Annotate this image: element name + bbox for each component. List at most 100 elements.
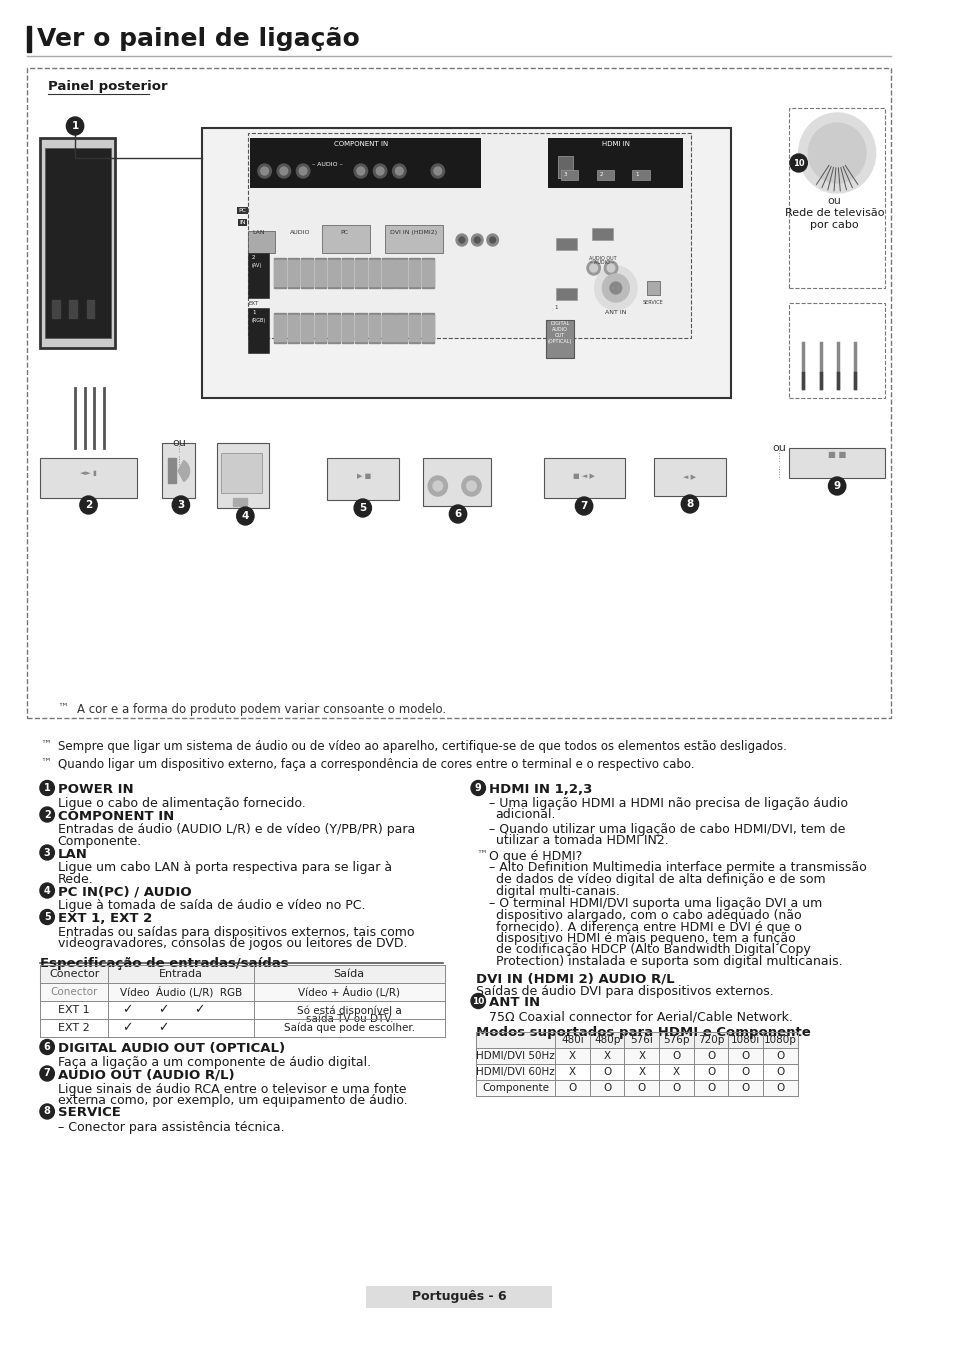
Bar	[274, 257, 286, 288]
Text: Ligue o cabo de alimentação fornecido.: Ligue o cabo de alimentação fornecido.	[58, 797, 305, 810]
FancyBboxPatch shape	[250, 137, 480, 187]
Wedge shape	[178, 461, 190, 481]
Text: Saída que pode escolher.: Saída que pode escolher.	[283, 1023, 415, 1034]
Text: Ligue um cabo LAN à porta respectiva para se ligar à: Ligue um cabo LAN à porta respectiva par…	[58, 861, 392, 875]
Text: ■ ■: ■ ■	[827, 450, 845, 460]
Text: O: O	[776, 1068, 783, 1077]
Text: dispositivo HDMI é mais pequeno, tem a função: dispositivo HDMI é mais pequeno, tem a f…	[495, 931, 795, 945]
Bar	[274, 260, 286, 286]
Text: adicional.: adicional.	[495, 809, 556, 821]
Text: Entradas de áudio (AUDIO L/R) e de vídeo (Y/PB/PR) para: Entradas de áudio (AUDIO L/R) e de vídeo…	[58, 824, 415, 837]
Circle shape	[486, 235, 497, 245]
FancyBboxPatch shape	[543, 458, 625, 497]
Bar	[341, 257, 353, 288]
Text: 1: 1	[44, 783, 51, 793]
Circle shape	[67, 117, 84, 135]
Text: 8: 8	[685, 499, 693, 510]
Text: 480i: 480i	[560, 1035, 583, 1045]
Circle shape	[575, 497, 592, 515]
Text: ✓: ✓	[158, 1022, 169, 1034]
Text: – Conector para assistência técnica.: – Conector para assistência técnica.	[58, 1120, 284, 1134]
Text: ✓: ✓	[122, 1022, 132, 1034]
Bar	[40, 1002, 444, 1019]
Bar	[355, 257, 366, 288]
Bar	[368, 315, 379, 341]
Text: X: X	[672, 1068, 679, 1077]
Circle shape	[433, 481, 442, 491]
Text: O: O	[602, 1082, 611, 1093]
FancyBboxPatch shape	[384, 225, 442, 253]
Circle shape	[40, 883, 54, 898]
Circle shape	[594, 266, 637, 310]
Text: HDMI/DVI 60Hz: HDMI/DVI 60Hz	[476, 1068, 555, 1077]
Text: 5: 5	[358, 503, 366, 514]
FancyBboxPatch shape	[788, 108, 884, 288]
Bar	[476, 1033, 797, 1047]
Text: EXT 1, EXT 2: EXT 1, EXT 2	[58, 913, 152, 925]
Circle shape	[40, 1066, 54, 1081]
Text: 576p: 576p	[662, 1035, 689, 1045]
Circle shape	[276, 164, 291, 178]
Circle shape	[395, 167, 403, 175]
Bar	[422, 257, 434, 288]
Text: 1080p: 1080p	[763, 1035, 796, 1045]
FancyBboxPatch shape	[558, 156, 572, 178]
Text: 4: 4	[44, 886, 51, 895]
Bar	[27, 26, 30, 53]
Bar	[233, 497, 247, 506]
Text: Vídeo  Áudio (L/R)  RGB: Vídeo Áudio (L/R) RGB	[120, 987, 242, 998]
Text: ANT IN: ANT IN	[488, 996, 539, 1010]
Text: 5: 5	[44, 913, 51, 922]
Circle shape	[354, 499, 371, 518]
Bar	[422, 313, 434, 342]
Text: DVI IN (HDMI2): DVI IN (HDMI2)	[390, 231, 436, 235]
Text: ou: ou	[172, 438, 186, 448]
Circle shape	[601, 274, 629, 302]
Text: 480p: 480p	[594, 1035, 619, 1045]
Text: Ligue sinais de áudio RCA entre o televisor e uma fonte: Ligue sinais de áudio RCA entre o televi…	[58, 1082, 406, 1096]
FancyBboxPatch shape	[558, 156, 572, 178]
Circle shape	[260, 167, 268, 175]
Text: ou: ou	[772, 443, 785, 453]
Text: – O terminal HDMI/DVI suporta uma ligação DVI a um: – O terminal HDMI/DVI suporta uma ligaçã…	[488, 898, 821, 910]
Text: Entrada: Entrada	[159, 969, 203, 979]
Text: 9: 9	[475, 783, 481, 793]
FancyBboxPatch shape	[248, 133, 690, 338]
Text: O: O	[776, 1082, 783, 1093]
Text: 3: 3	[177, 500, 184, 510]
Circle shape	[474, 237, 479, 243]
Text: O: O	[602, 1068, 611, 1077]
Text: SERVICE: SERVICE	[58, 1107, 120, 1119]
Text: utilizar a tomada HDMI IN2.: utilizar a tomada HDMI IN2.	[495, 834, 668, 847]
Circle shape	[40, 1039, 54, 1054]
Text: 7: 7	[579, 501, 587, 511]
Circle shape	[471, 780, 485, 795]
Bar	[409, 260, 420, 286]
Text: Saídas de áudio DVI para dispositivos externos.: Saídas de áudio DVI para dispositivos ex…	[476, 985, 773, 998]
Text: 2: 2	[85, 500, 92, 510]
Text: Rede.: Rede.	[58, 874, 93, 886]
Text: 75Ω Coaxial connector for Aerial/Cable Network.: 75Ω Coaxial connector for Aerial/Cable N…	[488, 1010, 792, 1023]
Bar	[395, 257, 407, 288]
Text: ✓: ✓	[193, 1003, 204, 1016]
Text: HDMI IN: HDMI IN	[601, 142, 629, 147]
Text: dispositivo alargado, com o cabo adequado (não: dispositivo alargado, com o cabo adequad…	[495, 909, 801, 922]
Text: fornecido). A diferença entre HDMI e DVI é que o: fornecido). A diferença entre HDMI e DVI…	[495, 921, 801, 934]
Circle shape	[466, 481, 476, 491]
Text: SERVICE: SERVICE	[642, 301, 663, 305]
Text: AUDIO: AUDIO	[290, 231, 310, 235]
Text: AUDIO: AUDIO	[552, 328, 567, 332]
Bar	[314, 315, 326, 341]
Text: ™: ™	[40, 740, 51, 749]
Bar	[301, 315, 313, 341]
Text: 6: 6	[454, 510, 461, 519]
Text: O: O	[776, 1051, 783, 1061]
FancyBboxPatch shape	[216, 443, 269, 508]
Text: 1: 1	[554, 305, 558, 310]
Text: DVI IN (HDMI 2) AUDIO R/L: DVI IN (HDMI 2) AUDIO R/L	[476, 973, 674, 985]
Text: 1: 1	[635, 173, 639, 178]
Bar	[409, 313, 420, 342]
Bar	[381, 257, 394, 288]
Bar	[476, 1080, 797, 1096]
Text: X: X	[638, 1068, 644, 1077]
